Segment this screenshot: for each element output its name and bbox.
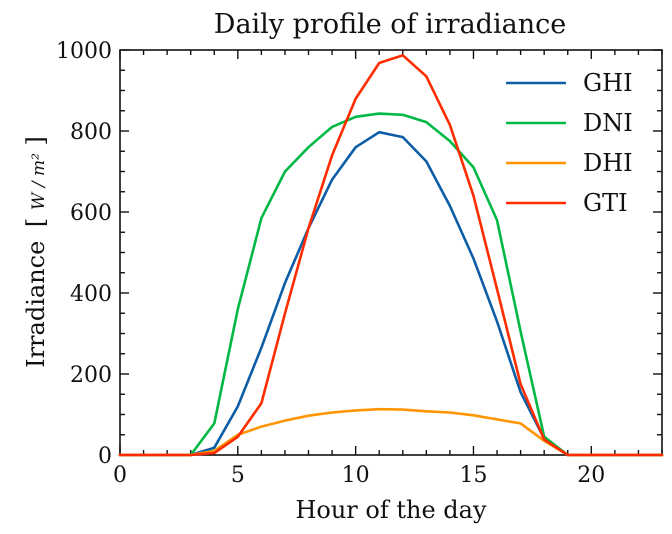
y-axis-unit-open-bracket: [ bbox=[22, 218, 50, 227]
series-line-dni bbox=[118, 112, 664, 457]
chart-title: Daily profile of irradiance bbox=[214, 9, 566, 40]
y-tick-label: 200 bbox=[70, 363, 112, 388]
y-tick-label: 0 bbox=[98, 444, 112, 469]
plot-frame bbox=[119, 49, 663, 456]
y-tick-label: 600 bbox=[70, 201, 112, 226]
x-tick-label: 5 bbox=[231, 463, 245, 488]
series-line-gti bbox=[118, 53, 664, 457]
y-axis-unit: W / m² bbox=[29, 153, 49, 210]
y-axis-label: Irradiance [ W / m² ] bbox=[22, 136, 50, 368]
legend-label-dni: DNI bbox=[583, 109, 633, 137]
legend: GHI DNI DHI GTI bbox=[506, 69, 633, 217]
x-tick-label: 10 bbox=[342, 463, 370, 488]
series-line-dhi bbox=[118, 407, 664, 457]
series-lines bbox=[118, 53, 664, 457]
y-tick-label: 1000 bbox=[56, 39, 112, 64]
y-tick-label: 400 bbox=[70, 282, 112, 307]
y-axis-unit-close-bracket: ] bbox=[22, 136, 50, 145]
x-tick-label: 15 bbox=[459, 463, 487, 488]
y-axis-label-text: Irradiance bbox=[22, 241, 50, 368]
legend-label-dhi: DHI bbox=[583, 149, 633, 177]
y-tick-label: 800 bbox=[70, 120, 112, 145]
x-tick-label: 20 bbox=[577, 463, 605, 488]
y-axis-label-group: Irradiance [ W / m² ] bbox=[22, 136, 50, 368]
legend-label-ghi: GHI bbox=[583, 69, 633, 97]
series-line-ghi bbox=[118, 130, 664, 457]
x-tick-label: 0 bbox=[113, 463, 127, 488]
x-axis-label: Hour of the day bbox=[295, 496, 487, 524]
legend-label-gti: GTI bbox=[583, 189, 628, 217]
